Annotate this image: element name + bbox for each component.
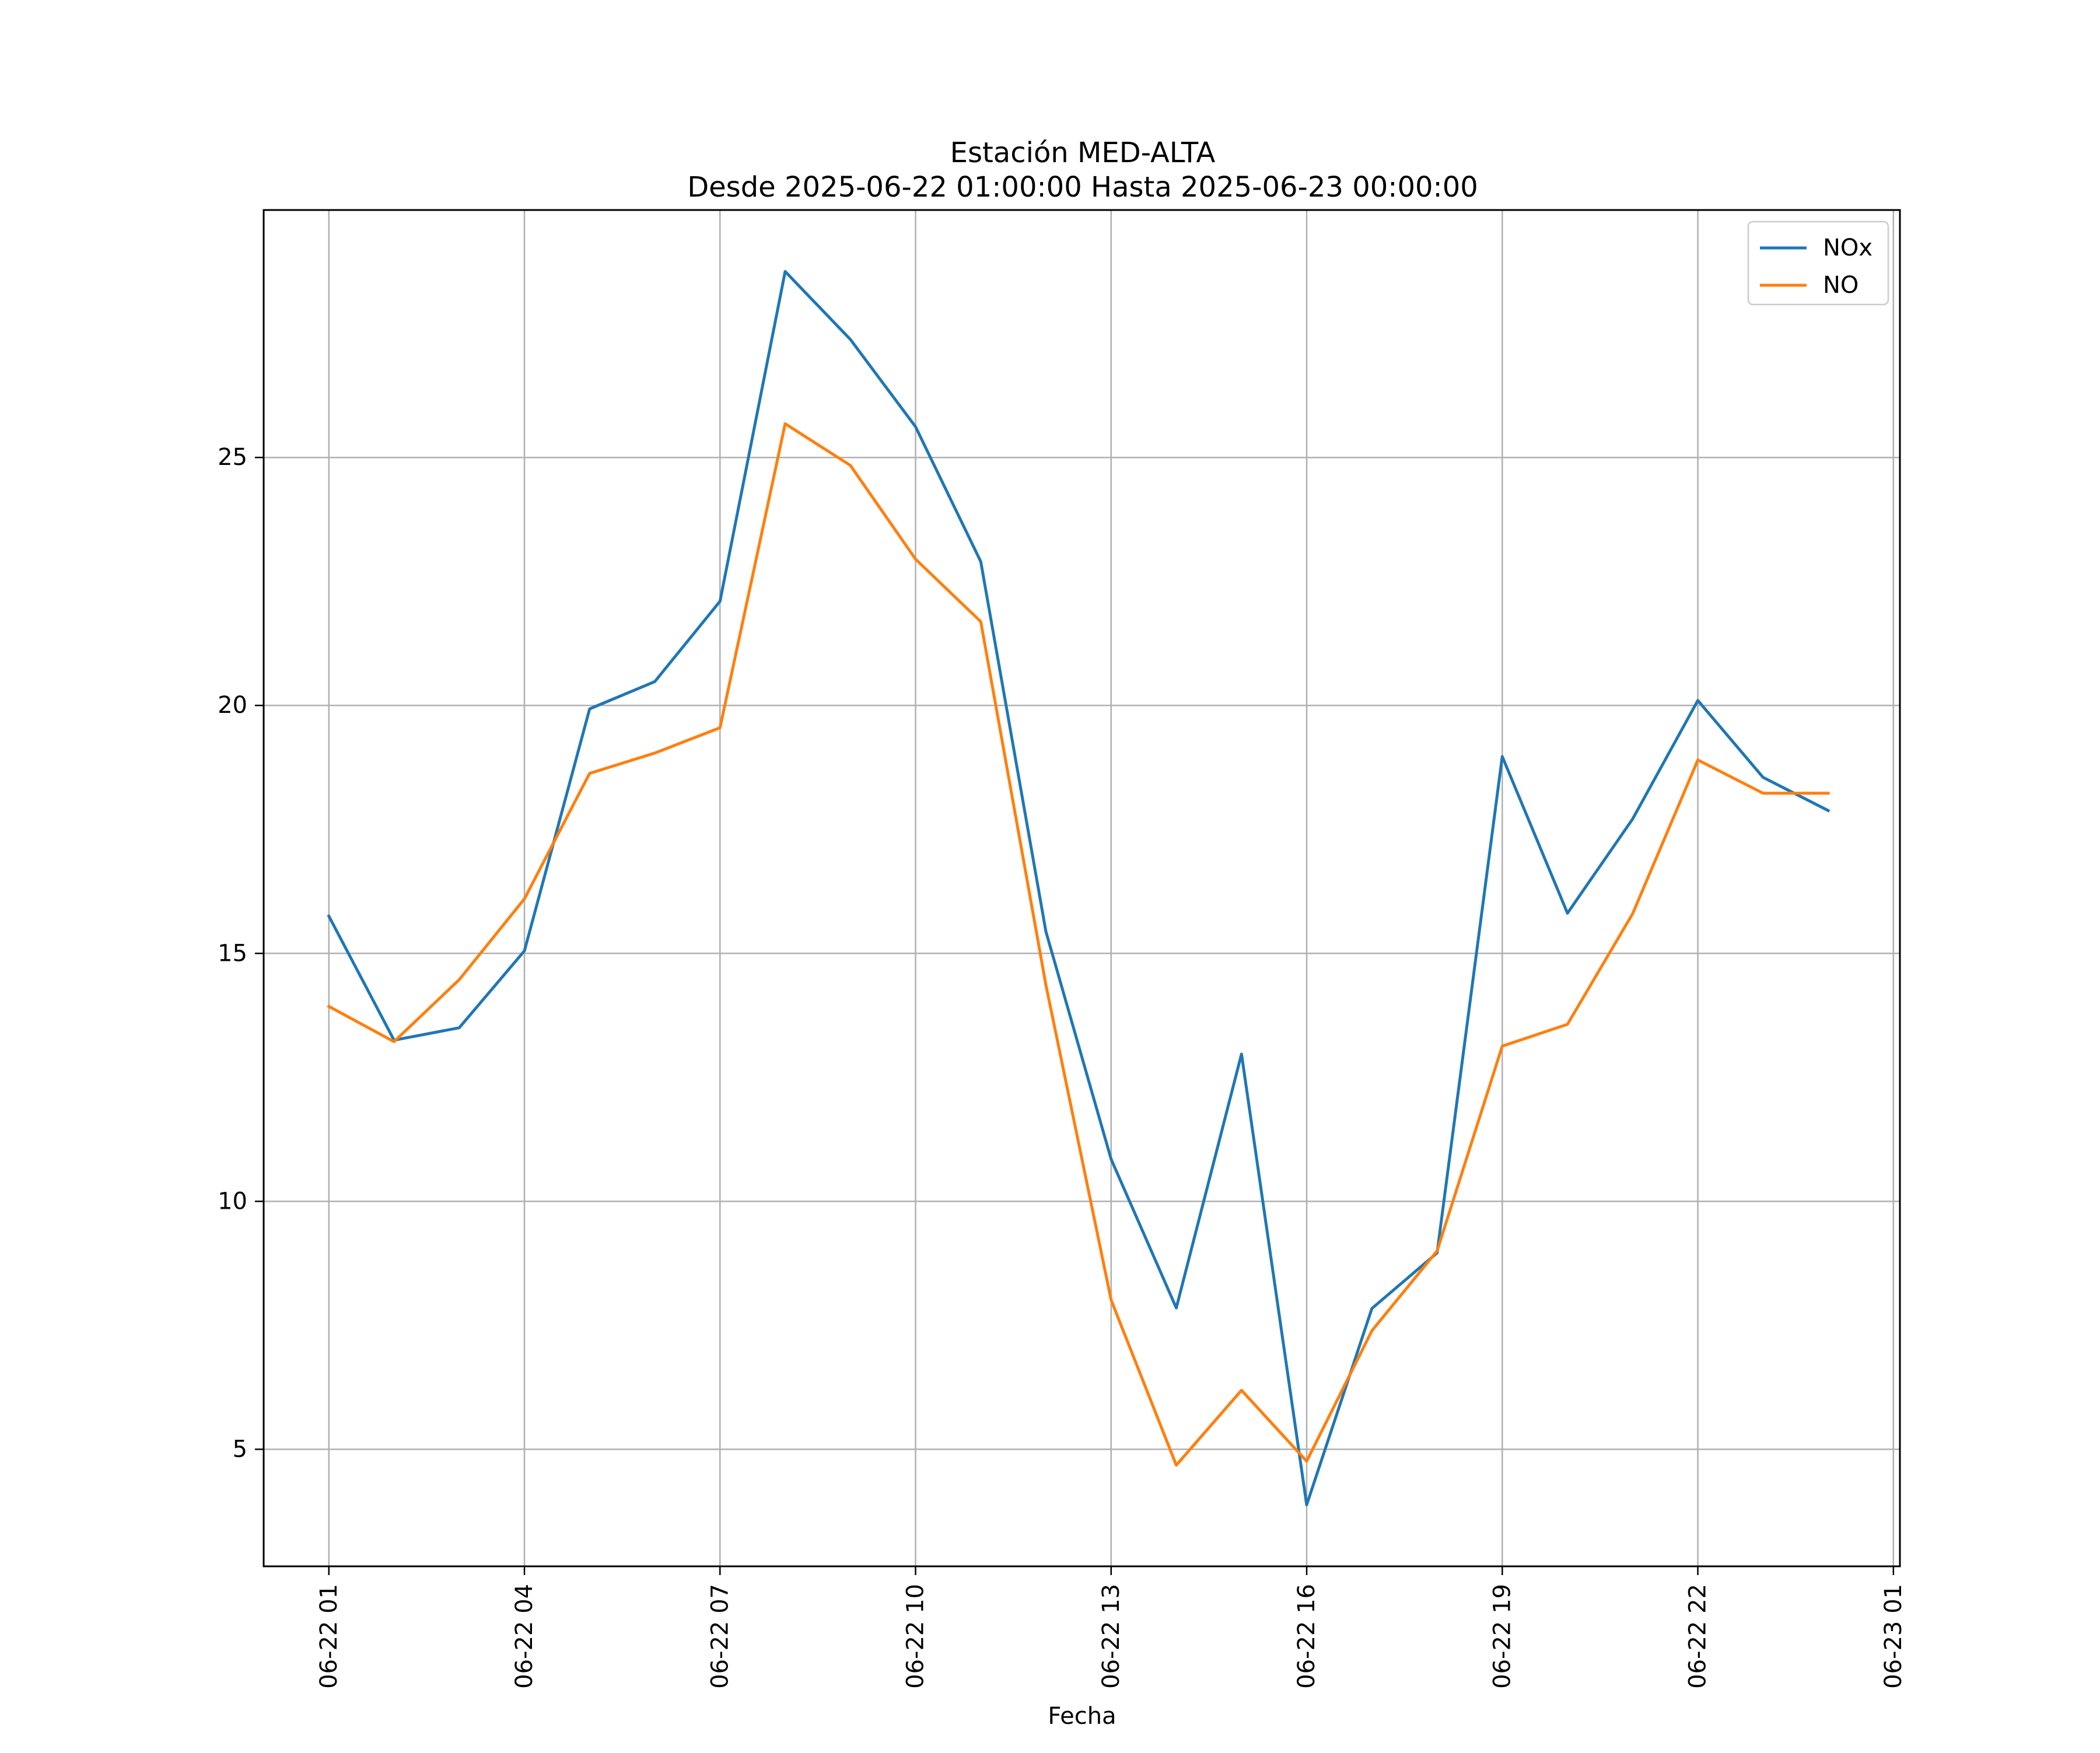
y-tick-label: 15 <box>218 940 247 967</box>
x-tick-label: 06-22 04 <box>511 1584 538 1689</box>
plot-area-frame <box>262 209 1901 1567</box>
series-line-nox <box>327 270 1831 1507</box>
y-axis: 5 10 15 20 25 <box>218 444 264 1462</box>
x-tick-label: 06-22 16 <box>1293 1584 1320 1689</box>
x-tick-label: 06-22 22 <box>1685 1584 1712 1689</box>
x-tick-label: 06-22 01 <box>316 1584 342 1689</box>
y-tick-label: 5 <box>233 1436 247 1462</box>
grid <box>264 210 1900 1566</box>
series-line-no <box>327 422 1830 1467</box>
y-tick-label: 25 <box>218 444 247 471</box>
legend-label: NOx <box>1823 235 1873 261</box>
x-tick-label: 06-22 10 <box>902 1584 929 1689</box>
legend: NOx NO <box>1747 221 1889 306</box>
x-axis-label: Fecha <box>1048 1703 1116 1730</box>
x-tick-label: 06-22 07 <box>706 1584 733 1689</box>
x-axis: 06-22 01 06-22 04 06-22 07 06-22 10 06-22 13… <box>316 1566 1907 1689</box>
chart-title: Estación MED-ALTA <box>950 137 1216 169</box>
legend-label: NO <box>1823 272 1859 299</box>
x-tick-label: 06-23 01 <box>1880 1584 1907 1689</box>
chart-subtitle: Desde 2025-06-22 01:00:00 Hasta 2025-06-… <box>687 171 1478 204</box>
y-tick-label: 10 <box>218 1188 247 1215</box>
x-tick-label: 06-22 13 <box>1098 1584 1125 1689</box>
series-lines <box>327 270 1831 1507</box>
x-tick-label: 06-22 19 <box>1489 1584 1516 1689</box>
y-tick-label: 20 <box>218 692 247 719</box>
